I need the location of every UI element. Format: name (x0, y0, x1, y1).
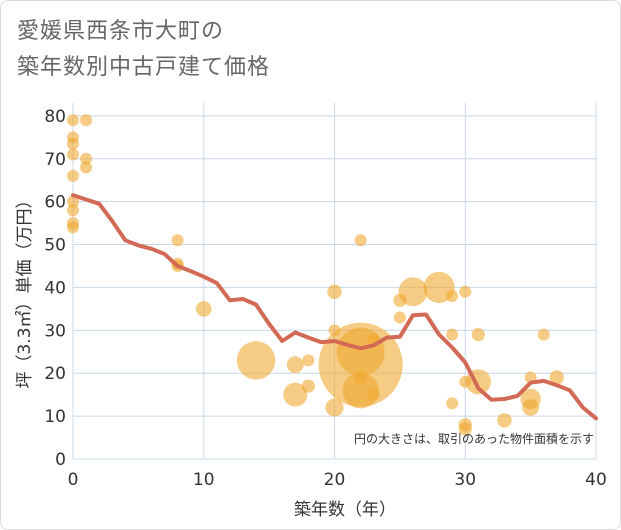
chart-title: 愛媛県西条市大町の 築年数別中古戸建て価格 (17, 14, 270, 86)
y-tick-label-5: 50 (44, 236, 66, 256)
bubble-28 (354, 370, 368, 385)
bubble-9 (80, 114, 93, 127)
tick-labels: 0 10 20 30 40 50 60 70 80 0 10 20 30 40 (44, 107, 606, 490)
bubble-11 (80, 161, 93, 174)
bubble-32 (393, 311, 406, 324)
x-tick-label-0: 0 (68, 470, 79, 490)
x-tick-label-2: 20 (324, 470, 346, 490)
bubble-21 (327, 284, 342, 299)
bubble-37 (446, 397, 459, 410)
x-tick-label-4: 40 (585, 470, 607, 490)
y-tick-label-1: 10 (44, 407, 66, 427)
bubble-27 (342, 372, 379, 409)
x-axis-label: 築年数（年） (294, 500, 396, 520)
bubble-18 (283, 382, 308, 407)
y-tick-label-6: 60 (44, 193, 66, 213)
bubble-47 (522, 399, 540, 416)
bubble-10 (80, 152, 93, 165)
bubbles (67, 114, 564, 436)
bubble-4 (67, 169, 79, 182)
bubble-15 (195, 301, 212, 317)
y-tick-label-7: 70 (44, 150, 66, 170)
gridlines (72, 103, 597, 460)
bubble-8 (67, 221, 79, 234)
x-tick-label-3: 30 (454, 470, 476, 490)
bubble-38 (459, 285, 472, 298)
bubble-36 (446, 328, 459, 341)
bubble-12 (171, 234, 184, 247)
bubble-41 (458, 422, 472, 436)
x-tick-label-1: 10 (193, 470, 215, 490)
bubble-35 (446, 290, 459, 303)
bubble-33 (398, 277, 428, 307)
bubble-17 (286, 356, 304, 374)
bubble-6 (67, 204, 79, 217)
bubble-23 (325, 398, 344, 417)
bubble-48 (537, 328, 550, 341)
trend (71, 193, 598, 421)
trend-line (71, 193, 598, 421)
y-tick-label-3: 30 (44, 321, 66, 341)
bubble-5 (67, 195, 79, 208)
bubble-24 (354, 234, 367, 247)
y-tick-label-0: 0 (55, 450, 66, 470)
bubble-2 (67, 137, 79, 150)
bubble-19 (302, 354, 315, 367)
bubble-0 (67, 114, 79, 127)
y-tick-label-4: 40 (44, 278, 66, 298)
bubble-29 (367, 388, 380, 401)
title-line-2: 築年数別中古戸建て価格 (17, 55, 271, 80)
y-tick-label-8: 80 (44, 107, 66, 127)
bubble-20 (301, 379, 315, 393)
bubble-42 (471, 328, 485, 342)
bubble-49 (549, 370, 564, 385)
y-tick-label-2: 20 (44, 364, 66, 384)
bubble-16 (236, 341, 276, 380)
bubble-44 (497, 413, 512, 428)
title-line-1: 愛媛県西条市大町の (17, 19, 225, 44)
bubble-3 (67, 148, 79, 161)
bubble-size-note: 円の大きさは、取引のあった物件面積を示す (354, 431, 594, 446)
y-axis-label: 坪（3.3㎡）単価（万円） (15, 191, 35, 388)
